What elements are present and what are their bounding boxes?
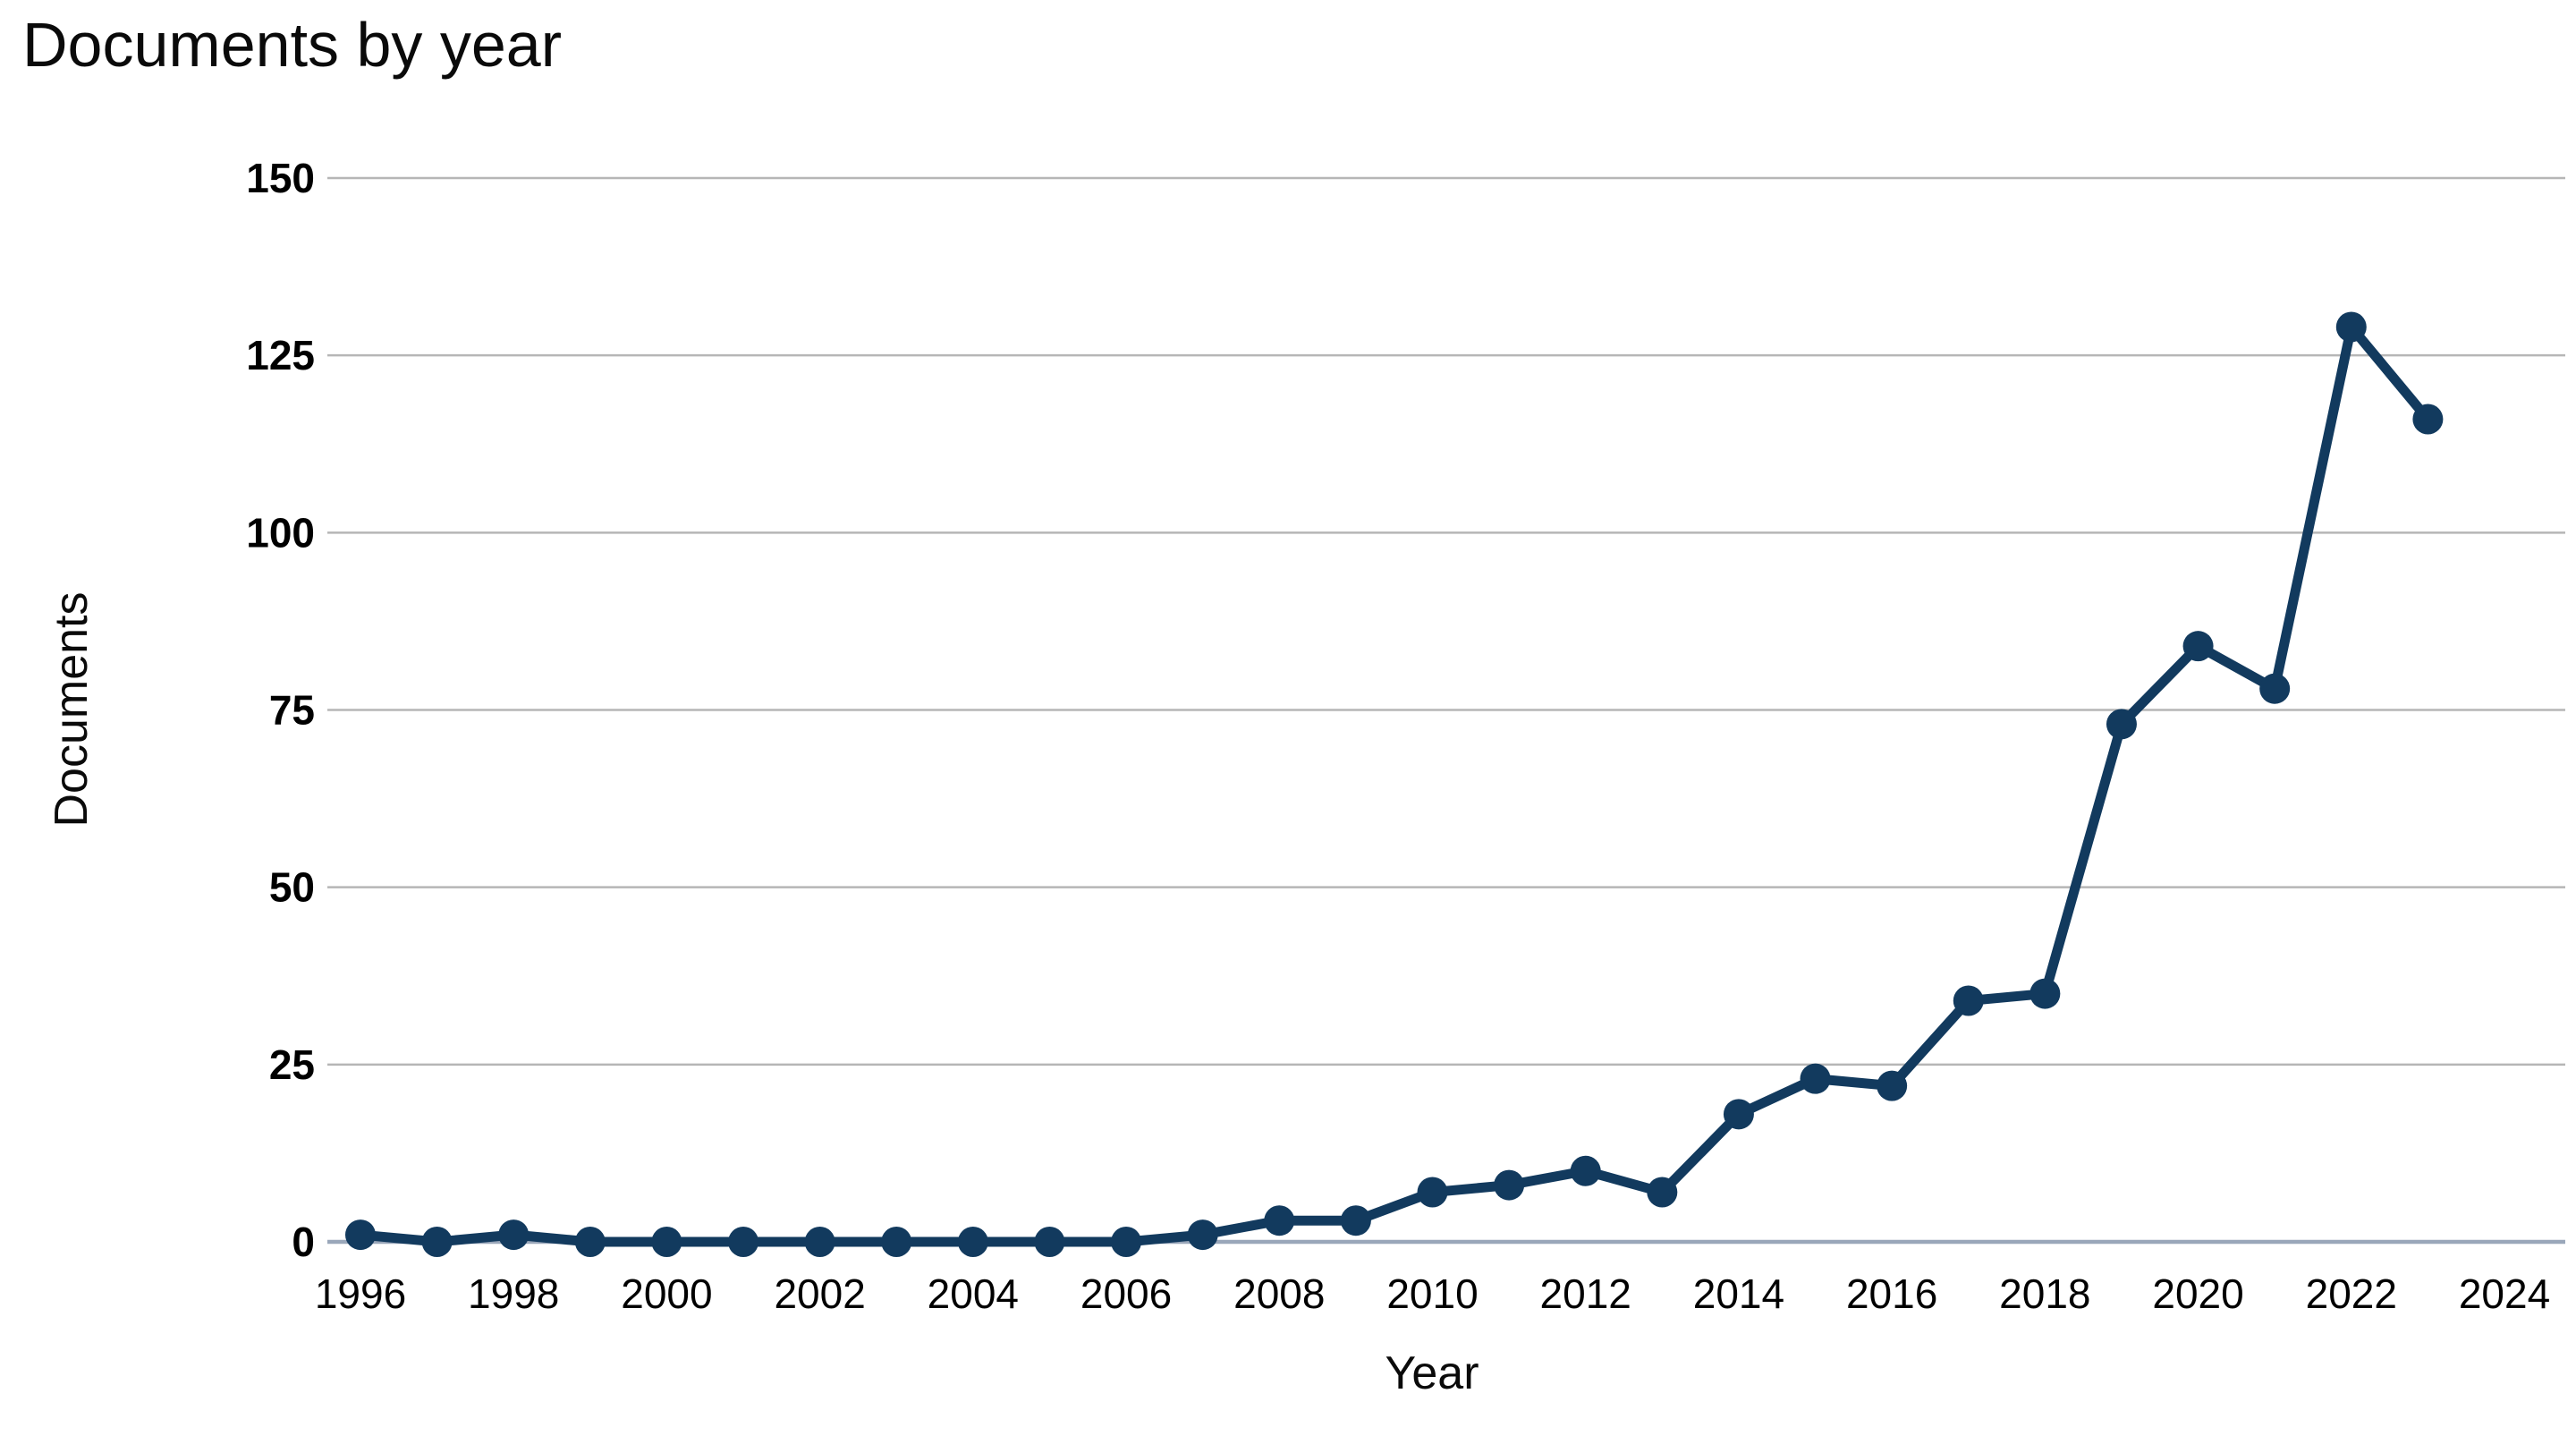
data-point-2007 <box>1187 1219 1218 1251</box>
x-tick-label-2018: 2018 <box>1999 1270 2090 1317</box>
data-point-2005 <box>1034 1227 1065 1257</box>
data-point-2020 <box>2182 631 2214 662</box>
y-tick-label-75: 75 <box>269 687 315 734</box>
data-point-2015 <box>1800 1063 1831 1094</box>
data-point-2017 <box>1953 985 1984 1016</box>
data-point-2013 <box>1647 1177 1678 1208</box>
data-point-2002 <box>804 1227 835 1257</box>
data-point-1996 <box>345 1219 376 1251</box>
x-tick-label-2010: 2010 <box>1386 1270 1478 1317</box>
y-tick-label-125: 125 <box>246 332 315 378</box>
chart-title: Documents by year <box>22 10 563 80</box>
data-point-2012 <box>1570 1155 1601 1186</box>
y-tick-label-0: 0 <box>292 1219 315 1265</box>
x-tick-label-2024: 2024 <box>2459 1270 2550 1317</box>
x-tick-label-1998: 1998 <box>468 1270 559 1317</box>
data-point-2009 <box>1340 1205 1371 1236</box>
data-point-1997 <box>421 1227 453 1257</box>
data-point-2022 <box>2335 311 2367 343</box>
x-tick-label-2012: 2012 <box>1540 1270 1631 1317</box>
data-point-2001 <box>728 1227 759 1257</box>
x-tick-label-2020: 2020 <box>2152 1270 2243 1317</box>
x-tick-label-2000: 2000 <box>621 1270 712 1317</box>
data-point-2014 <box>1723 1099 1754 1130</box>
data-point-2003 <box>881 1227 912 1257</box>
data-point-2010 <box>1417 1177 1448 1208</box>
x-tick-label-2002: 2002 <box>774 1270 865 1317</box>
x-tick-label-2008: 2008 <box>1233 1270 1325 1317</box>
x-tick-label-2022: 2022 <box>2306 1270 2397 1317</box>
data-point-2018 <box>2029 978 2061 1009</box>
x-tick-label-2016: 2016 <box>1846 1270 1937 1317</box>
x-axis-title: Year <box>1385 1347 1479 1399</box>
y-tick-label-100: 100 <box>246 509 315 556</box>
data-point-2019 <box>2106 709 2137 740</box>
y-tick-label-150: 150 <box>246 155 315 201</box>
data-point-2000 <box>651 1227 682 1257</box>
x-tick-label-1996: 1996 <box>315 1270 406 1317</box>
data-point-2016 <box>1877 1070 1908 1101</box>
series-line-documents <box>355 316 2433 1247</box>
data-point-1998 <box>498 1219 530 1251</box>
data-point-2023 <box>2412 404 2444 435</box>
data-point-2021 <box>2259 673 2291 704</box>
y-tick-label-50: 50 <box>269 864 315 911</box>
data-point-1999 <box>574 1227 606 1257</box>
data-point-2006 <box>1111 1227 1142 1257</box>
x-tick-label-2006: 2006 <box>1080 1270 1172 1317</box>
x-tick-label-2004: 2004 <box>928 1270 1019 1317</box>
y-tick-label-25: 25 <box>269 1041 315 1088</box>
data-point-2011 <box>1494 1169 1525 1201</box>
data-point-2004 <box>957 1227 988 1257</box>
x-tick-label-2014: 2014 <box>1693 1270 1784 1317</box>
data-point-2008 <box>1264 1205 1295 1236</box>
